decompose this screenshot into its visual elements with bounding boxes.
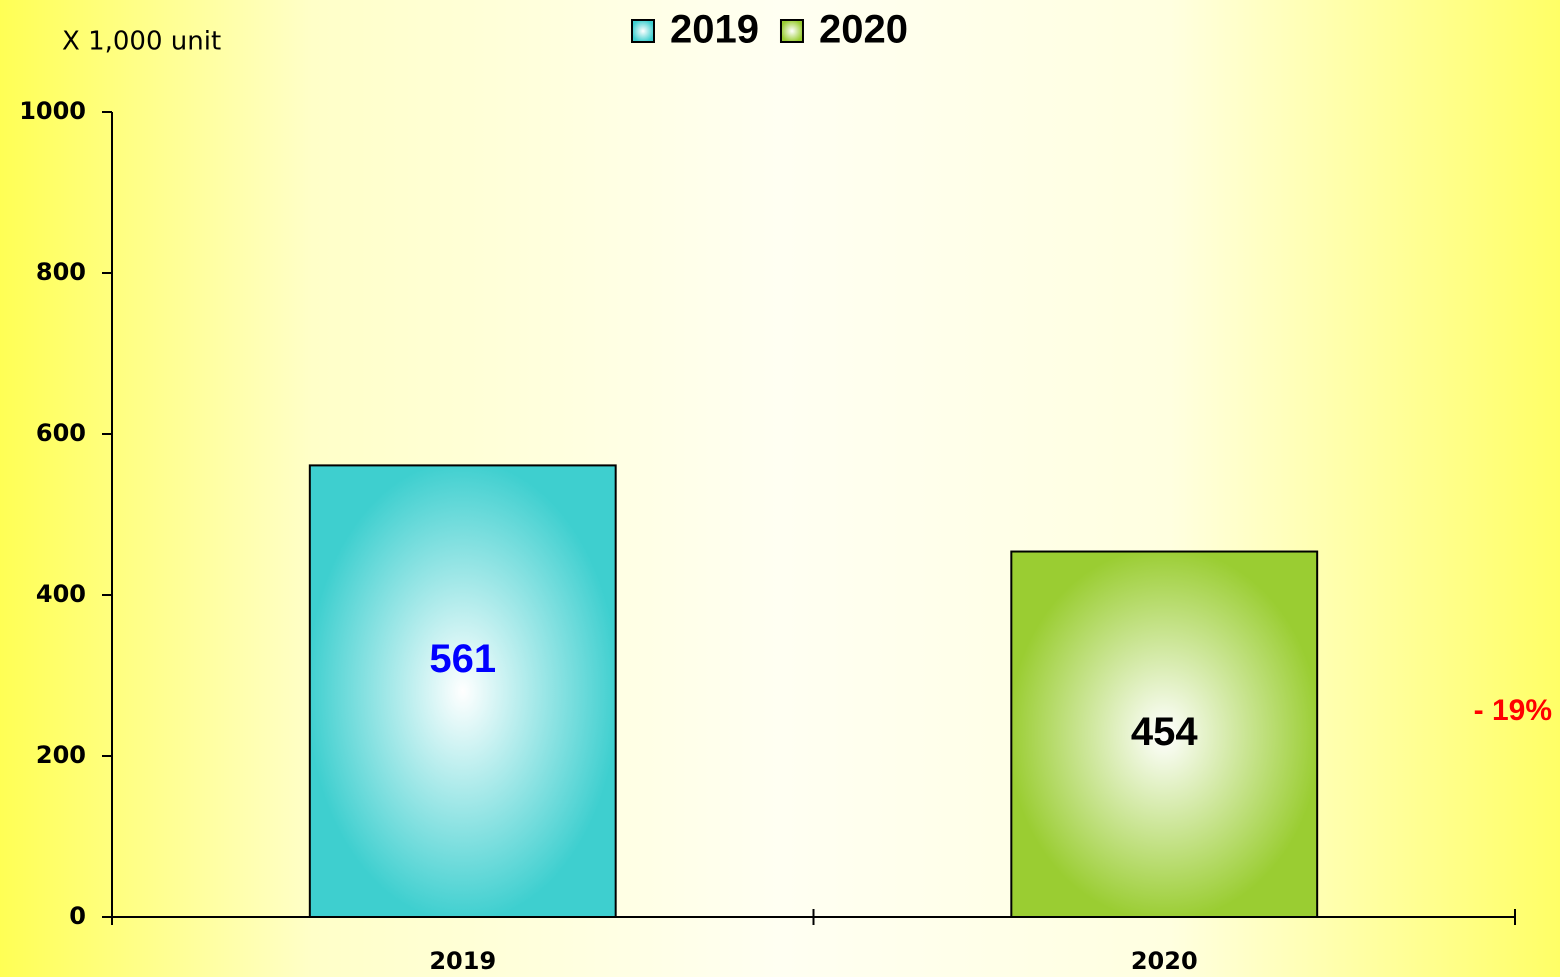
y-tick-label: 1000 bbox=[19, 97, 86, 125]
y-tick-label: 800 bbox=[36, 258, 86, 286]
bar bbox=[1010, 550, 1319, 919]
legend-swatch bbox=[631, 19, 655, 43]
y-tick-label: 400 bbox=[36, 580, 86, 608]
y-tick-label: 0 bbox=[69, 902, 86, 930]
x-tick-label: 2019 bbox=[429, 947, 496, 975]
value-label: 454 bbox=[1131, 710, 1198, 754]
y-tick-label: 200 bbox=[36, 741, 86, 769]
annotation: - 19% bbox=[1474, 694, 1552, 727]
y-tick-label: 600 bbox=[36, 419, 86, 447]
x-tick-label: 2020 bbox=[1131, 947, 1198, 975]
unit-label: X 1,000 unit bbox=[62, 27, 221, 57]
legend-label: 2019 bbox=[670, 8, 759, 52]
value-label: 561 bbox=[429, 637, 496, 681]
legend-label: 2020 bbox=[819, 8, 908, 52]
legend-swatch bbox=[779, 19, 804, 43]
bar bbox=[308, 464, 617, 918]
